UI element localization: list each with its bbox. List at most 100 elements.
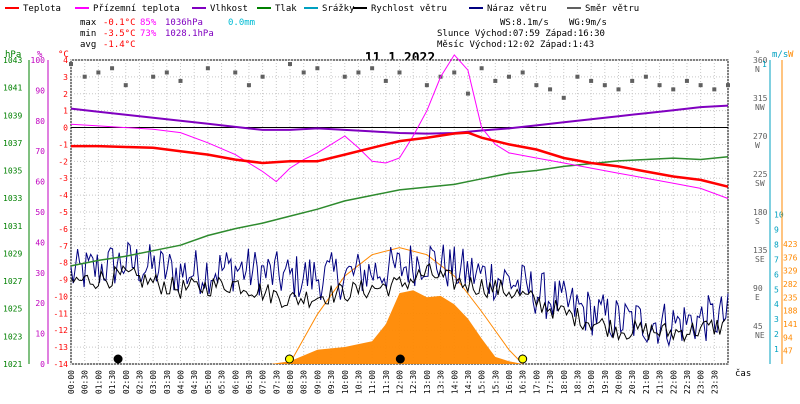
x-tick-label: 21:00 xyxy=(642,370,651,394)
axis-hpa-tick: 1021 xyxy=(3,360,22,369)
axis-ms-tick: 10 xyxy=(774,211,784,220)
x-tick-label: 03:00 xyxy=(149,370,158,394)
x-tick-label: 17:30 xyxy=(546,370,555,394)
info-moon: Měsíc Východ:12:02 Západ:1:43 xyxy=(437,40,594,50)
wind-direction-marker xyxy=(616,87,621,92)
x-tick-label: 14:30 xyxy=(464,370,473,394)
axis-celsius-tick: -5 xyxy=(58,208,68,217)
wind-direction-marker xyxy=(383,78,388,83)
x-tick-label: 23:30 xyxy=(710,370,719,394)
axis-celsius-tick: -4 xyxy=(58,191,68,200)
axis-celsius-tick: -13 xyxy=(54,343,69,352)
axis-hpa-tick: 1031 xyxy=(3,222,22,231)
wind-direction-marker xyxy=(123,83,128,88)
x-tick-label: 10:30 xyxy=(354,370,363,394)
info-sun: Slunce Východ:07:59 Západ:16:30 xyxy=(437,29,605,39)
axis-direction-label: ° xyxy=(755,50,760,60)
wind-direction-marker xyxy=(493,78,498,83)
x-tick-label: 15:00 xyxy=(478,370,487,394)
legend-label-1: Přízemní teplota xyxy=(93,4,180,14)
legend-label-6: Náraz větru xyxy=(487,4,547,14)
wind-direction-marker xyxy=(342,74,347,79)
axis-pct-tick: 0 xyxy=(40,360,45,369)
axis-celsius-tick: -9 xyxy=(58,276,68,285)
wind-direction-marker xyxy=(110,66,115,71)
axis-celsius-tick: -8 xyxy=(58,259,68,268)
axis-direction-compass: NW xyxy=(755,103,765,112)
x-tick-label: 22:30 xyxy=(683,370,692,394)
wind-direction-marker xyxy=(397,70,402,75)
x-tick-label: 11:00 xyxy=(368,370,377,394)
x-tick-label: 08:30 xyxy=(300,370,309,394)
stat-max-press: 1036hPa xyxy=(165,18,203,28)
x-axis-label: čas xyxy=(735,368,751,379)
stat-min-temp: -3.5°C xyxy=(103,29,136,39)
axis-ms-tick: 8 xyxy=(774,240,779,249)
x-tick-label: 08:00 xyxy=(286,370,295,394)
axis-direction-compass: SE xyxy=(755,255,765,264)
axis-celsius-tick: -12 xyxy=(54,326,69,335)
x-tick-label: 19:00 xyxy=(587,370,596,394)
axis-hpa-tick: 1037 xyxy=(3,139,22,148)
x-tick-label: 06:30 xyxy=(245,370,254,394)
sunset-marker xyxy=(518,354,528,364)
x-tick-label: 18:00 xyxy=(560,370,569,394)
temperature-line xyxy=(71,131,729,188)
axis-pct-tick: 50 xyxy=(35,208,45,217)
wind-direction-marker xyxy=(205,66,210,71)
axis-direction-compass: NE xyxy=(755,331,765,340)
x-tick-label: 02:00 xyxy=(122,370,131,394)
wind-direction-marker xyxy=(82,74,87,79)
x-tick-label: 01:30 xyxy=(108,370,117,394)
info-wind-gust: WG:9m/s xyxy=(569,18,607,28)
axis-celsius-tick: 0 xyxy=(63,124,68,133)
axis-ms-tick: 1 xyxy=(774,345,779,354)
wind-direction-marker xyxy=(260,74,265,79)
stat-max-hum: 85% xyxy=(140,18,157,28)
axis-pct-tick: 100 xyxy=(31,56,46,65)
x-tick-label: 00:30 xyxy=(81,370,90,394)
wind-direction-marker xyxy=(69,62,73,67)
x-tick-label: 20:30 xyxy=(628,370,637,394)
wind-direction-marker xyxy=(589,78,594,83)
axis-direction-tick: 45 xyxy=(753,322,763,331)
axis-celsius-tick: -6 xyxy=(58,225,68,234)
axis-ms-label: m/s xyxy=(772,50,788,60)
wind-direction-marker xyxy=(151,74,156,79)
x-tick-label: 04:30 xyxy=(190,370,199,394)
axis-celsius-tick: -1 xyxy=(58,140,68,149)
x-tick-label: 16:00 xyxy=(505,370,514,394)
wind-direction-marker xyxy=(671,87,676,92)
wind-direction-marker xyxy=(288,62,292,67)
x-tick-label: 14:00 xyxy=(450,370,459,394)
wind-direction-marker xyxy=(233,70,238,75)
axis-ms-tick: 7 xyxy=(774,255,779,264)
x-tick-label: 07:30 xyxy=(272,370,281,394)
x-tick-label: 19:30 xyxy=(601,370,610,394)
wind-direction-marker xyxy=(370,66,375,71)
wind-direction-marker xyxy=(684,78,689,83)
axis-direction-compass: N xyxy=(755,65,760,74)
wind-direction-marker xyxy=(602,83,607,88)
x-tick-label: 05:00 xyxy=(204,370,213,394)
wind-direction-marker xyxy=(630,78,635,83)
moonset-marker xyxy=(113,354,123,364)
wind-direction-marker xyxy=(424,83,429,88)
wind-direction-marker xyxy=(96,70,101,75)
axis-pct-tick: 40 xyxy=(35,238,45,247)
axis-ms-tick: 2 xyxy=(774,330,779,339)
wind-direction-marker xyxy=(479,66,484,71)
axis-w-tick: 188 xyxy=(783,307,798,316)
x-tick-label: 16:30 xyxy=(519,370,528,394)
wind-direction-marker xyxy=(315,66,320,71)
axis-hpa-label: hPa xyxy=(5,50,21,60)
x-tick-label: 09:00 xyxy=(313,370,322,394)
wind-direction-marker xyxy=(356,70,361,75)
wind-direction-marker xyxy=(575,74,580,79)
axis-pct-tick: 30 xyxy=(35,269,45,278)
wind-direction-marker xyxy=(643,74,648,79)
axis-celsius-tick: 4 xyxy=(63,56,68,65)
axis-hpa-tick: 1025 xyxy=(3,305,22,314)
axis-direction-tick: 135 xyxy=(753,246,768,255)
